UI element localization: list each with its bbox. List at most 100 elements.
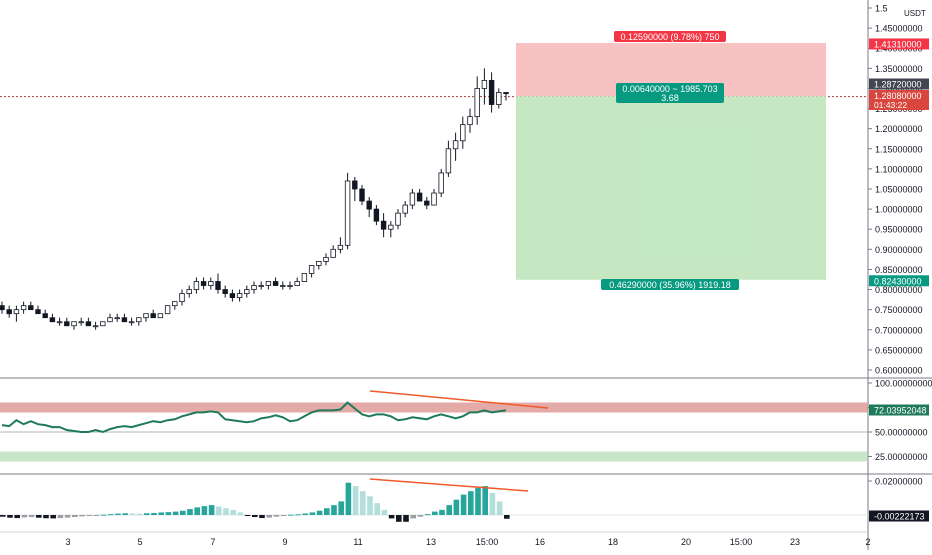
target-price-badge: 0.82430000	[874, 276, 922, 286]
bullish-candle	[301, 273, 308, 282]
time-tick-label: 15:00	[476, 537, 499, 547]
bullish-candle	[445, 148, 452, 174]
rsi-pane	[0, 390, 868, 462]
macd-histogram-bar	[352, 486, 359, 515]
macd-histogram-bar	[129, 513, 136, 515]
price-tick-label: 0.60000000	[875, 366, 923, 376]
bullish-candle	[128, 321, 135, 324]
bullish-candle	[114, 317, 120, 320]
time-tick-label: 7	[210, 537, 215, 547]
price-tick-label: 1.5	[875, 4, 888, 14]
macd-histogram-bar	[367, 496, 373, 515]
bullish-candle	[107, 317, 113, 323]
overlay-labels: 0.12590000 (9.78%) 750 0.00640000 ~ 1985.…	[601, 31, 739, 290]
bearish-candle	[503, 92, 509, 95]
bearish-candle	[488, 80, 495, 105]
bullish-candle	[323, 256, 329, 262]
macd-histogram-bar	[460, 494, 467, 515]
macd-histogram-bar	[252, 515, 258, 518]
macd-histogram-bar	[381, 509, 388, 515]
macd-histogram-bar	[28, 515, 35, 518]
macd-histogram-bar	[403, 515, 409, 522]
price-tick-label: 1.45000000	[875, 24, 923, 34]
macd-histogram-bar	[122, 513, 128, 515]
macd-histogram-bar	[309, 512, 316, 515]
macd-histogram-bar	[43, 515, 49, 519]
bearish-candle	[359, 188, 365, 202]
rsi-divergence-trendline	[369, 390, 549, 409]
bullish-candle	[265, 281, 272, 286]
macd-histogram-bar	[194, 507, 200, 515]
bearish-candle	[121, 317, 128, 323]
time-tick-label: 11	[353, 537, 362, 547]
rsi-tick-label: 25.00000000	[875, 452, 928, 462]
macd-histogram-bar	[93, 515, 100, 516]
macd-histogram-bar	[396, 515, 402, 522]
bearish-candle	[352, 180, 358, 190]
macd-histogram-bar	[64, 515, 71, 518]
macd-histogram-bar	[468, 491, 474, 515]
bullish-candle	[193, 281, 200, 290]
time-tick-label: 16	[535, 537, 545, 547]
bullish-candle	[496, 92, 502, 105]
bearish-candle	[229, 293, 236, 299]
candles-layer	[0, 68, 509, 330]
bullish-candle	[395, 212, 401, 226]
price-tick-label: 1.20000000	[875, 124, 923, 134]
macd-histogram-bar	[57, 515, 64, 519]
macd-histogram-bar	[446, 505, 452, 515]
macd-histogram-bar	[36, 515, 42, 518]
price-tick-label: 0.80000000	[875, 285, 923, 295]
bullish-candle	[460, 124, 466, 142]
bearish-candle	[200, 281, 207, 286]
entry-label-bg	[616, 83, 724, 103]
macd-histogram-bar	[136, 513, 143, 515]
rsi-value-badge: 72.03952048	[874, 406, 927, 416]
position-zones[interactable]	[516, 42, 826, 280]
bullish-candle	[13, 309, 20, 315]
bullish-candle	[474, 88, 480, 117]
time-axis[interactable]: 3 5 7 9 11 13 15:00 16 18 20 15:00 23 2	[65, 537, 870, 547]
bullish-candle	[56, 321, 63, 324]
bearish-candle	[42, 313, 48, 319]
macd-histogram-bar	[100, 514, 107, 516]
macd-histogram-bar	[280, 515, 287, 516]
price-axis[interactable]: 1.51.450000001.400000001.350000001.30000…	[868, 4, 932, 522]
take-profit-zone	[516, 96, 826, 280]
bullish-candle	[157, 313, 164, 319]
bearish-candle	[380, 220, 387, 230]
macd-histogram-bar	[360, 491, 366, 515]
bullish-candle	[78, 321, 84, 324]
bullish-candle	[294, 281, 300, 286]
rsi-tick-label: 50.00000000	[875, 428, 928, 438]
bullish-candle	[280, 285, 286, 287]
price-tick-label: 0.75000000	[875, 305, 923, 315]
bearish-candle	[28, 305, 34, 311]
rsi-overbought-band	[0, 402, 868, 413]
macd-histogram-bar	[79, 515, 85, 517]
macd-histogram-bar	[417, 515, 424, 517]
bullish-candle	[236, 293, 243, 299]
bearish-candle	[272, 281, 279, 286]
time-tick-label: 13	[426, 537, 436, 547]
macd-tick-label: 0.02000000	[875, 477, 923, 487]
time-tick-label: 9	[282, 537, 287, 547]
macd-histogram-bar	[496, 501, 503, 515]
price-tick-label: 0.85000000	[875, 265, 923, 275]
macd-value-badge-bg	[869, 510, 929, 522]
bearish-candle	[150, 313, 156, 319]
macd-histogram-bar	[475, 487, 481, 515]
macd-histogram-bar	[86, 515, 92, 516]
bullish-candle	[100, 321, 106, 327]
bullish-candle	[402, 204, 408, 214]
bullish-candle	[143, 313, 149, 319]
time-tick-label: 20	[681, 537, 691, 547]
entry-label-text: 3.68	[661, 93, 679, 103]
currency-label: USDT	[904, 9, 926, 18]
macd-histogram-bar	[144, 513, 150, 515]
entry-label-text: 0.00640000 ~ 1985.703	[622, 84, 717, 94]
macd-histogram-bar	[316, 510, 323, 515]
countdown-timer: 01:43:22	[874, 100, 907, 110]
bullish-candle	[337, 244, 344, 250]
